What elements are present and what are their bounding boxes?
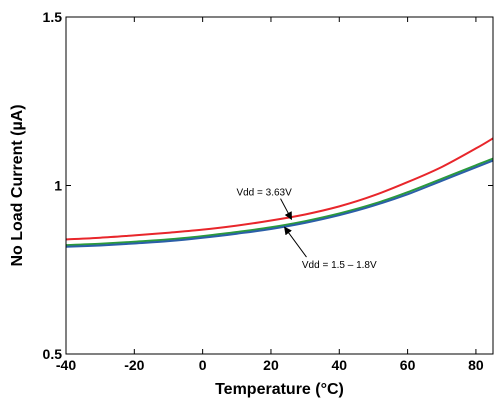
x-tick-label: -40 — [56, 357, 76, 373]
annotation-label-1: Vdd = 3.63V — [236, 188, 292, 199]
y-axis-label: No Load Current (µA) — [9, 104, 26, 266]
x-tick-label: 80 — [468, 357, 484, 373]
annotation-arrow-2 — [284, 226, 307, 258]
x-tick-label: 20 — [263, 357, 279, 373]
ticks-layer: -40 -20 0 20 40 60 80 0.5 1 1.5 — [43, 9, 493, 373]
y-tick-label: 1.5 — [43, 9, 63, 25]
series-line-3 — [65, 159, 494, 248]
annotation-layer: Vdd = 3.63V Vdd = 1.5 – 1.8V — [236, 188, 377, 271]
y-tick-label: 1 — [54, 178, 62, 194]
x-tick-label: 40 — [331, 357, 347, 373]
series-line-2 — [65, 157, 494, 247]
annotation-label-2: Vdd = 1.5 – 1.8V — [302, 260, 377, 271]
x-tick-label: -20 — [124, 357, 144, 373]
x-tick-label: 0 — [199, 357, 207, 373]
x-tick-label: 60 — [400, 357, 416, 373]
y-tick-label: 0.5 — [43, 346, 63, 362]
x-axis-label: Temperature (°C) — [215, 381, 344, 398]
annotation-arrow-1 — [280, 198, 292, 221]
